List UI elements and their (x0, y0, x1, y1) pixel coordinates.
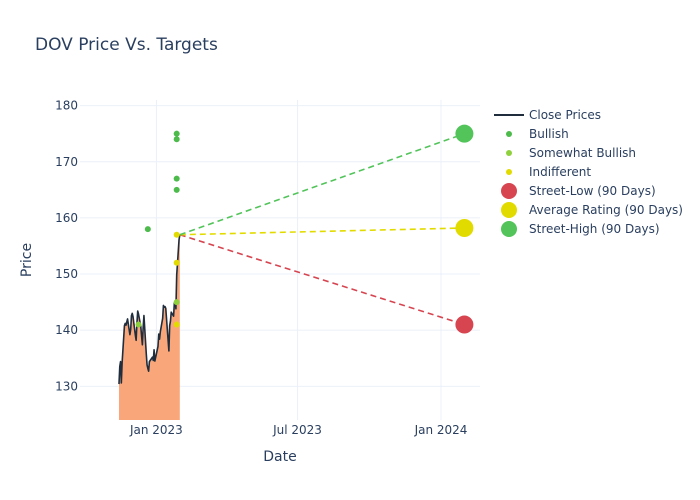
close-price-line (118, 234, 181, 385)
legend-item-1[interactable]: Bullish (506, 127, 569, 141)
x-axis-title: Date (263, 449, 296, 465)
y-tick-label-130: 130 (55, 379, 78, 393)
legend-item-6[interactable]: Street-High (90 Days) (501, 221, 660, 237)
legend-swatch-1 (506, 131, 512, 137)
marker-somewhat-bullish-1 (173, 299, 180, 306)
marker-bullish-0 (144, 226, 151, 233)
y-tick-label-170: 170 (55, 155, 78, 169)
legend-item-0[interactable]: Close Prices (494, 108, 601, 122)
target-point-street-low-days (455, 315, 474, 334)
y-tick-label-180: 180 (55, 99, 78, 113)
legend-swatch-4 (501, 183, 517, 199)
axis-ticks: 130 140 150 160 170 180 Jan 2023 Jul 2023 Jan 20… (55, 99, 467, 437)
marker-bullish-4 (173, 186, 180, 193)
target-lines (179, 132, 465, 326)
target-line-street-low-days (179, 233, 465, 326)
target-line-street-high-days (179, 132, 465, 236)
marker-indifferent-2 (173, 321, 180, 328)
close-price-line-group (118, 234, 181, 385)
legend-label-3: Indifferent (529, 165, 591, 179)
marker-bullish-1 (173, 130, 180, 137)
x-tick-label-0: Jan 2023 (129, 423, 183, 437)
legend-swatch-5 (501, 202, 517, 218)
marker-indifferent-0 (173, 231, 180, 238)
y-tick-label-160: 160 (55, 211, 78, 225)
x-tick-label-2: Jan 2024 (414, 423, 468, 437)
legend[interactable]: Close Prices Bullish Somewhat Bullish Indif… (494, 108, 683, 237)
legend-label-6: Street-High (90 Days) (529, 222, 660, 236)
x-tick-label-1: Jul 2023 (272, 423, 322, 437)
y-axis-title: Price (19, 243, 35, 277)
target-line-average-rating-days (179, 227, 465, 236)
close-price-fill (118, 234, 180, 420)
legend-swatch-2 (506, 150, 512, 156)
target-point-street-high-days (455, 124, 474, 143)
legend-label-4: Street-Low (90 Days) (529, 184, 656, 198)
legend-item-3[interactable]: Indifferent (506, 165, 591, 179)
target-point-average-rating-days (455, 219, 474, 237)
legend-item-2[interactable]: Somewhat Bullish (506, 146, 636, 160)
legend-swatch-3 (506, 169, 512, 175)
grid (80, 100, 480, 420)
close-price-area (118, 234, 180, 420)
legend-label-5: Average Rating (90 Days) (529, 203, 683, 217)
y-tick-label-150: 150 (55, 267, 78, 281)
y-tick-label-140: 140 (55, 323, 78, 337)
legend-swatch-6 (501, 221, 517, 237)
marker-bullish-3 (173, 175, 180, 182)
legend-label-2: Somewhat Bullish (529, 146, 636, 160)
rating-markers (135, 124, 474, 334)
legend-label-0: Close Prices (529, 108, 601, 122)
marker-bullish-2 (173, 136, 180, 143)
legend-item-5[interactable]: Average Rating (90 Days) (501, 202, 683, 218)
legend-label-1: Bullish (529, 127, 569, 141)
legend-item-4[interactable]: Street-Low (90 Days) (501, 183, 656, 199)
chart-title: DOV Price Vs. Targets (35, 35, 218, 55)
marker-indifferent-1 (173, 259, 180, 266)
marker-somewhat-bullish-0 (135, 321, 142, 328)
